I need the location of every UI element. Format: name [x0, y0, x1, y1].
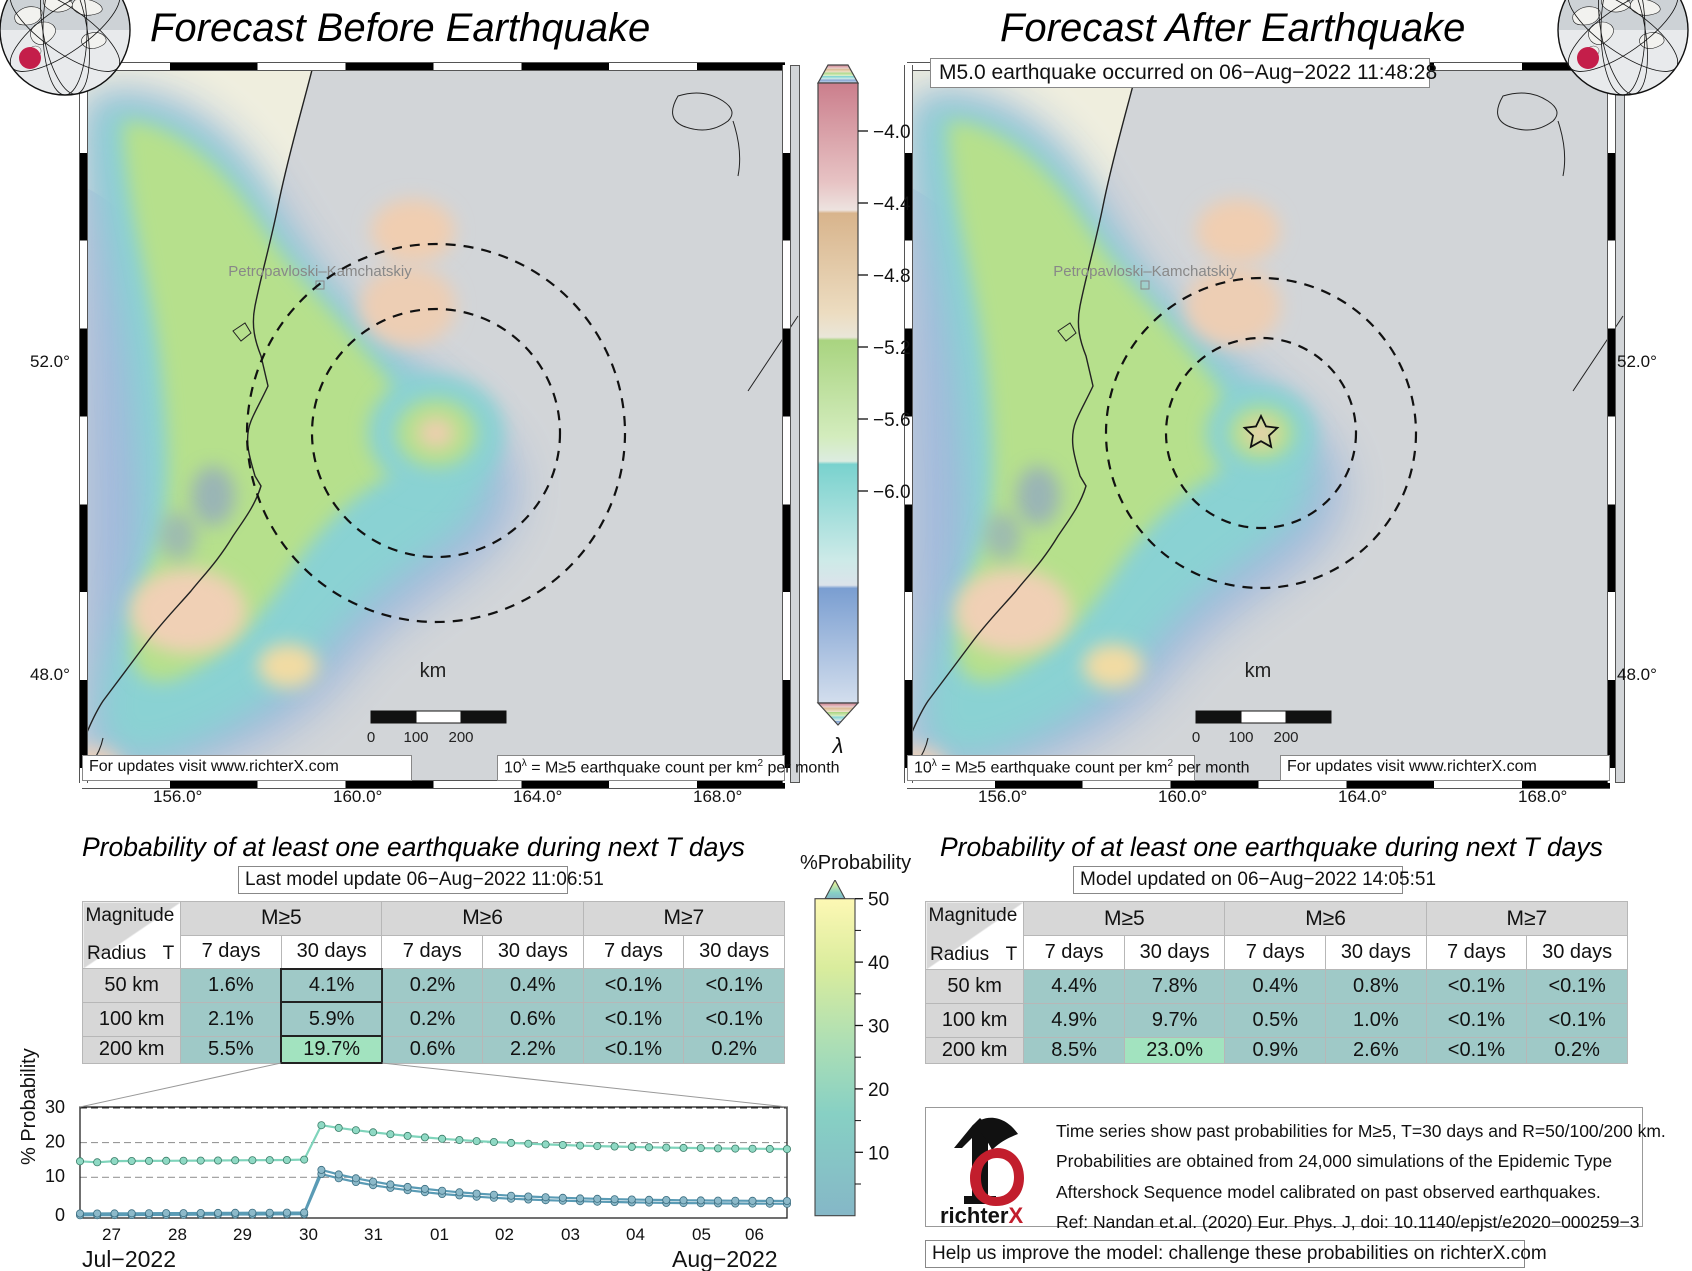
svg-text:20: 20	[45, 1132, 65, 1152]
svg-text:30: 30	[45, 1097, 65, 1117]
svg-text:30: 30	[868, 1017, 889, 1038]
svg-text:−4.8: −4.8	[873, 266, 911, 287]
svg-text:km: km	[420, 660, 447, 682]
svg-text:−5.6: −5.6	[873, 410, 911, 431]
svg-text:100: 100	[1228, 729, 1253, 746]
svg-text:km: km	[1245, 660, 1272, 682]
svg-text:−5.2: −5.2	[873, 338, 911, 359]
svg-text:100: 100	[403, 729, 428, 746]
svg-text:−6.0: −6.0	[873, 482, 911, 503]
svg-text:Petropavloski–Kamchatskiy: Petropavloski–Kamchatskiy	[228, 263, 412, 280]
svg-text:0: 0	[1192, 729, 1200, 746]
svg-text:40: 40	[868, 953, 889, 974]
svg-text:10: 10	[45, 1166, 65, 1186]
svg-text:λ: λ	[832, 733, 844, 758]
svg-text:200: 200	[1273, 729, 1298, 746]
svg-text:Petropavloski–Kamchatskiy: Petropavloski–Kamchatskiy	[1053, 263, 1237, 280]
svg-text:0: 0	[367, 729, 375, 746]
svg-text:20: 20	[868, 1080, 889, 1101]
svg-text:−4.0: −4.0	[873, 122, 911, 143]
svg-text:200: 200	[448, 729, 473, 746]
svg-text:50: 50	[868, 890, 889, 911]
svg-text:10: 10	[868, 1143, 889, 1164]
svg-text:0: 0	[55, 1205, 65, 1225]
svg-text:−4.4: −4.4	[873, 194, 911, 215]
